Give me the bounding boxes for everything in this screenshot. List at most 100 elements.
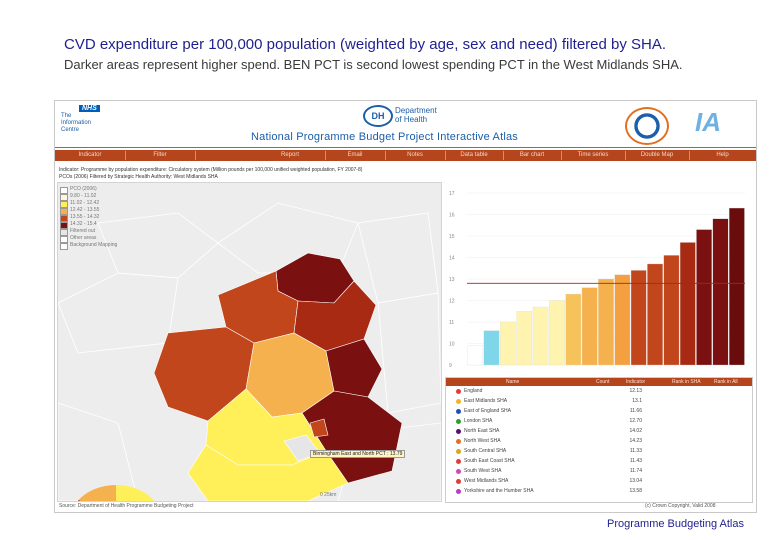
row-color-dot [456, 389, 461, 394]
chart-bar[interactable] [516, 311, 533, 366]
chart-bar[interactable] [647, 263, 663, 366]
menu-item-notes[interactable]: Notes [407, 152, 423, 158]
menu-item-data-table[interactable]: Data table [460, 152, 488, 158]
map-panel[interactable]: PCO (2006) 9.80 - 11.02 11.02 - 12.42 12… [57, 182, 442, 502]
legend-swatch [60, 187, 68, 194]
y-tick-label: 13 [449, 277, 455, 283]
menu-item-indicator[interactable]: Indicator [78, 152, 102, 158]
dh-badge: DH [363, 105, 393, 127]
menu-item-double-map[interactable]: Double Map [640, 152, 674, 158]
copyright-notice: (c) Crown Copyright, Valid 2008 [645, 503, 716, 509]
menu-item-help[interactable]: Help [716, 152, 729, 158]
row-value: 13.58 [629, 488, 642, 494]
row-name: North East SHA [464, 428, 500, 434]
row-color-dot [456, 479, 461, 484]
menu-item-filter[interactable]: Filter [153, 152, 167, 158]
legend-label: 12.42 - 13.55 [70, 207, 100, 213]
legend-label: Other areas [70, 235, 97, 241]
chart-bar[interactable] [581, 287, 598, 366]
column-header-name[interactable]: Name [506, 379, 520, 385]
chart-bar[interactable] [614, 274, 631, 366]
column-header-count[interactable]: Count [596, 379, 610, 385]
legend-item[interactable]: Filtered out [60, 228, 130, 236]
table-row[interactable]: North West SHA 14.23 [446, 438, 752, 445]
menu-item-report[interactable]: Report [280, 152, 299, 158]
chart-bar[interactable] [565, 293, 582, 366]
header-divider [55, 147, 756, 148]
map-region [325, 338, 383, 398]
legend-swatch [60, 236, 68, 243]
legend-item[interactable]: 9.80 - 11.02 [60, 193, 130, 201]
department-of-health-logo: DH Department of Health [363, 105, 481, 127]
chart-bar[interactable] [679, 242, 696, 366]
chart-bar[interactable] [728, 207, 745, 366]
partner-seal-logo [625, 107, 669, 145]
dh-text-line: Department [395, 106, 437, 115]
table-row[interactable]: London SHA 12.70 [446, 418, 752, 425]
table-row[interactable]: South West SHA 11.74 [446, 468, 752, 475]
legend-item[interactable]: 12.42 - 13.55 [60, 207, 130, 215]
region-map[interactable] [58, 183, 441, 501]
table-row[interactable]: South Central SHA 11.33 [446, 448, 752, 455]
row-name: South West SHA [464, 468, 502, 474]
table-row[interactable]: East of England SHA 11.66 [446, 408, 752, 415]
table-row[interactable]: South East Coast SHA 11.43 [446, 458, 752, 465]
table-row[interactable]: England 12.13 [446, 388, 752, 395]
legend-item[interactable]: 14.32 - 15.4 [60, 221, 130, 229]
chart-bar[interactable] [467, 345, 484, 366]
bar-chart[interactable]: 17 16 15 14 13 12 11 10 9 [445, 185, 751, 371]
chart-bar[interactable] [549, 300, 565, 366]
legend-item[interactable]: Other areas [60, 235, 130, 243]
legend-swatch [60, 208, 68, 215]
menu-item-bar-chart[interactable]: Bar chart [519, 152, 545, 158]
table-row[interactable]: North East SHA 14.02 [446, 428, 752, 435]
legend-item[interactable]: Background Mapping [60, 242, 130, 250]
slide-footer: Programme Budgeting Atlas [607, 518, 744, 530]
legend-label: Filtered out [70, 228, 96, 234]
legend-label: Background Mapping [70, 242, 118, 248]
row-color-dot [456, 399, 461, 404]
slide-title: CVD expenditure per 100,000 population (… [64, 36, 667, 53]
column-header-rank-all[interactable]: Rank in All [714, 379, 738, 385]
legend-label: 11.02 - 12.42 [70, 200, 100, 206]
row-name: London SHA [464, 418, 493, 424]
legend-swatch [60, 243, 68, 250]
chart-bar[interactable] [712, 218, 729, 366]
row-value: 12.13 [629, 388, 642, 394]
atlas-screenshot: NHS The Information Centre DH Department… [54, 100, 757, 513]
data-table: Name Count Indicator Rank in SHA Rank in… [445, 377, 753, 503]
nhs-org-line: Centre [61, 127, 80, 133]
column-header-rank-sha[interactable]: Rank in SHA [672, 379, 701, 385]
map-tooltip: Birmingham East and North PCT : 13.79 [310, 450, 406, 458]
row-color-dot [456, 489, 461, 494]
chart-bar[interactable] [483, 330, 500, 366]
map-region [187, 444, 349, 501]
legend-item[interactable]: PCO (2006) [60, 186, 130, 194]
map-legend: PCO (2006) 9.80 - 11.02 11.02 - 12.42 12… [60, 186, 130, 250]
column-header-indicator[interactable]: Indicator [626, 379, 646, 385]
chart-bar[interactable] [598, 278, 614, 366]
menu-item-time-series[interactable]: Time series [577, 152, 609, 158]
row-color-dot [456, 419, 461, 424]
chart-bar[interactable] [696, 229, 712, 366]
table-row[interactable]: West Midlands SHA 13.04 [446, 478, 752, 485]
row-color-dot [456, 439, 461, 444]
row-value: 11.43 [629, 458, 642, 464]
ia-logo: IA [695, 107, 721, 137]
legend-label: 13.55 - 14.32 [70, 214, 100, 220]
chart-bar[interactable] [500, 321, 516, 366]
row-name: East Midlands SHA [464, 398, 508, 404]
table-row[interactable]: Yorkshire and the Humber SHA 13.58 [446, 488, 752, 495]
chart-bar[interactable] [532, 306, 549, 366]
pie-slice [116, 485, 155, 501]
row-value: 13.04 [629, 478, 642, 484]
y-tick-label: 11 [449, 320, 454, 326]
legend-item[interactable]: 11.02 - 12.42 [60, 200, 130, 208]
chart-bar[interactable] [630, 270, 647, 366]
menu-bar: Indicator Filter Report Email Notes Data… [55, 150, 756, 161]
chart-bar[interactable] [663, 255, 680, 366]
menu-item-email[interactable]: Email [347, 152, 363, 158]
table-row[interactable]: East Midlands SHA 13.1 [446, 398, 752, 405]
row-color-dot [456, 429, 461, 434]
legend-item[interactable]: 13.55 - 14.32 [60, 214, 130, 222]
